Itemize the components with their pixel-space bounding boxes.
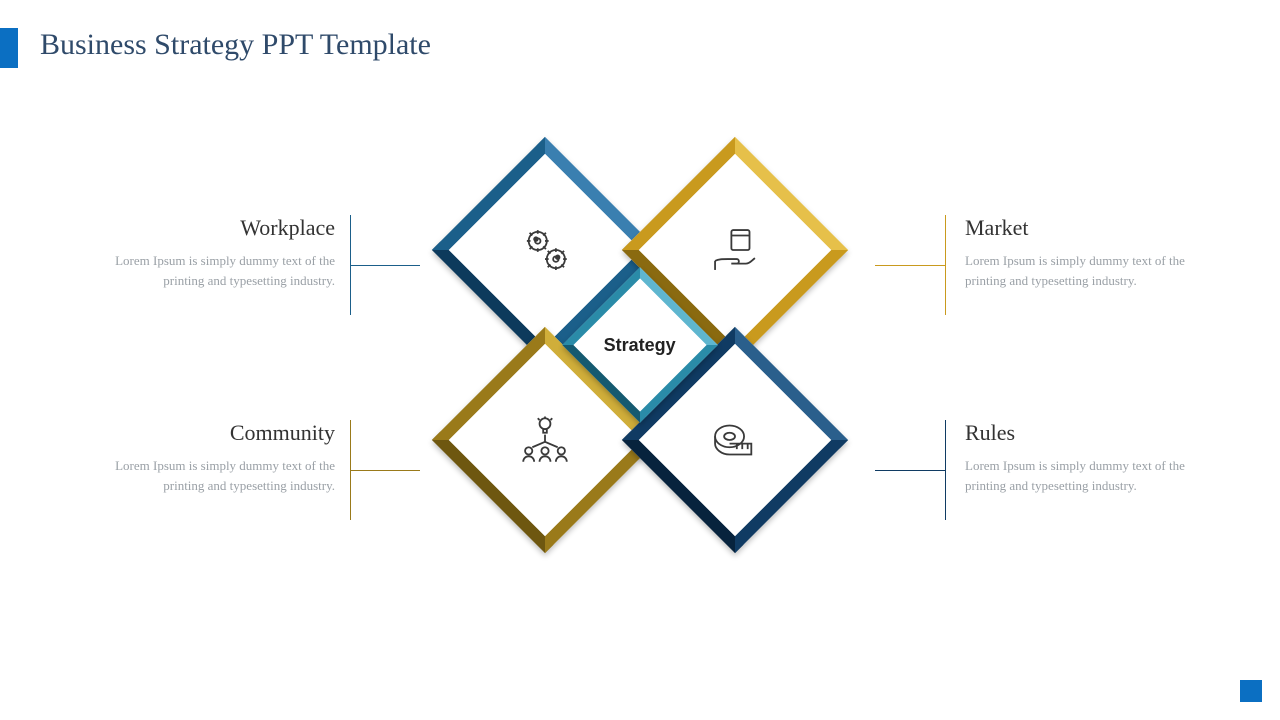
text-rules: Rules Lorem Ipsum is simply dummy text o… [965, 420, 1195, 495]
hand-box-icon [706, 221, 764, 279]
team-idea-icon [516, 411, 574, 469]
text-market: Market Lorem Ipsum is simply dummy text … [965, 215, 1195, 290]
tape-measure-icon [706, 411, 764, 469]
heading-rules: Rules [965, 420, 1195, 446]
hconn-rb [875, 470, 945, 471]
slide: Business Strategy PPT Template Workplace… [0, 0, 1280, 720]
text-community: Community Lorem Ipsum is simply dummy te… [105, 420, 335, 495]
rule-right-bottom [945, 420, 946, 520]
center-label: Strategy [604, 335, 676, 356]
body-rules: Lorem Ipsum is simply dummy text of the … [965, 456, 1195, 495]
gears-people-icon [516, 221, 574, 279]
hconn-rt [875, 265, 945, 266]
diamond-diagram: Strategy [395, 160, 885, 600]
title-accent-bar [0, 28, 18, 68]
text-workplace: Workplace Lorem Ipsum is simply dummy te… [105, 215, 335, 290]
body-market: Lorem Ipsum is simply dummy text of the … [965, 251, 1195, 290]
heading-community: Community [105, 420, 335, 446]
body-workplace: Lorem Ipsum is simply dummy text of the … [105, 251, 335, 290]
corner-square [1240, 680, 1262, 702]
heading-market: Market [965, 215, 1195, 241]
body-community: Lorem Ipsum is simply dummy text of the … [105, 456, 335, 495]
rule-right-top [945, 215, 946, 315]
heading-workplace: Workplace [105, 215, 335, 241]
page-title: Business Strategy PPT Template [40, 28, 431, 62]
